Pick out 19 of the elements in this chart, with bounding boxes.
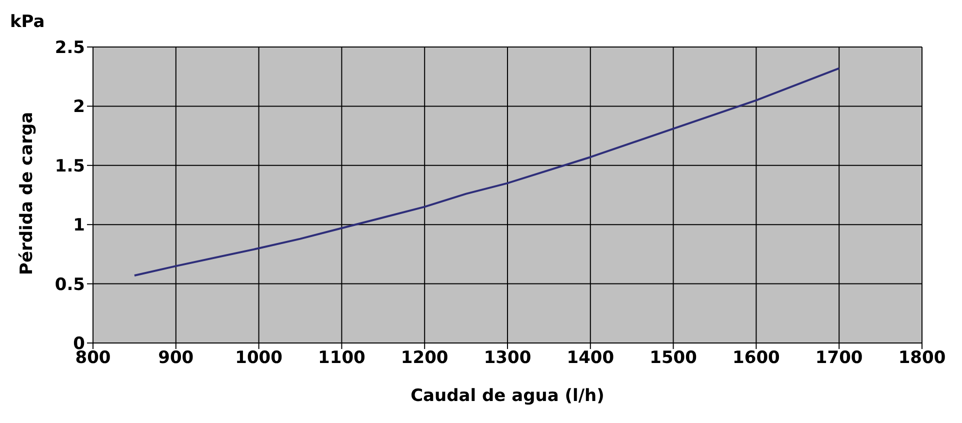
x-axis-title: Caudal de agua (l/h): [410, 386, 604, 406]
y-tick-label: 2.5: [54, 38, 85, 58]
text: kPa: [10, 12, 45, 32]
x-tick-label: 900: [158, 348, 194, 368]
x-tick-label: 1400: [566, 348, 614, 368]
x-tick-label: 1800: [898, 348, 946, 368]
y-tick-label: 0.5: [54, 274, 85, 295]
line-series: [133, 67, 840, 277]
y-tick-label: 1: [73, 216, 85, 236]
x-tick-label: 1500: [650, 348, 698, 368]
y-tick-label: 1.5: [54, 156, 85, 176]
x-tick-label: 1700: [815, 348, 863, 368]
y-tick-label: 2: [73, 97, 85, 118]
y-axis-title: Pérdida de carga: [17, 112, 38, 275]
x-tick-label: 1100: [318, 348, 366, 368]
x-tick-label: 1200: [400, 348, 448, 368]
x-tick-label: 1000: [235, 348, 283, 368]
x-tick-label: 1600: [732, 348, 780, 368]
x-tick-label: 1300: [484, 348, 532, 368]
